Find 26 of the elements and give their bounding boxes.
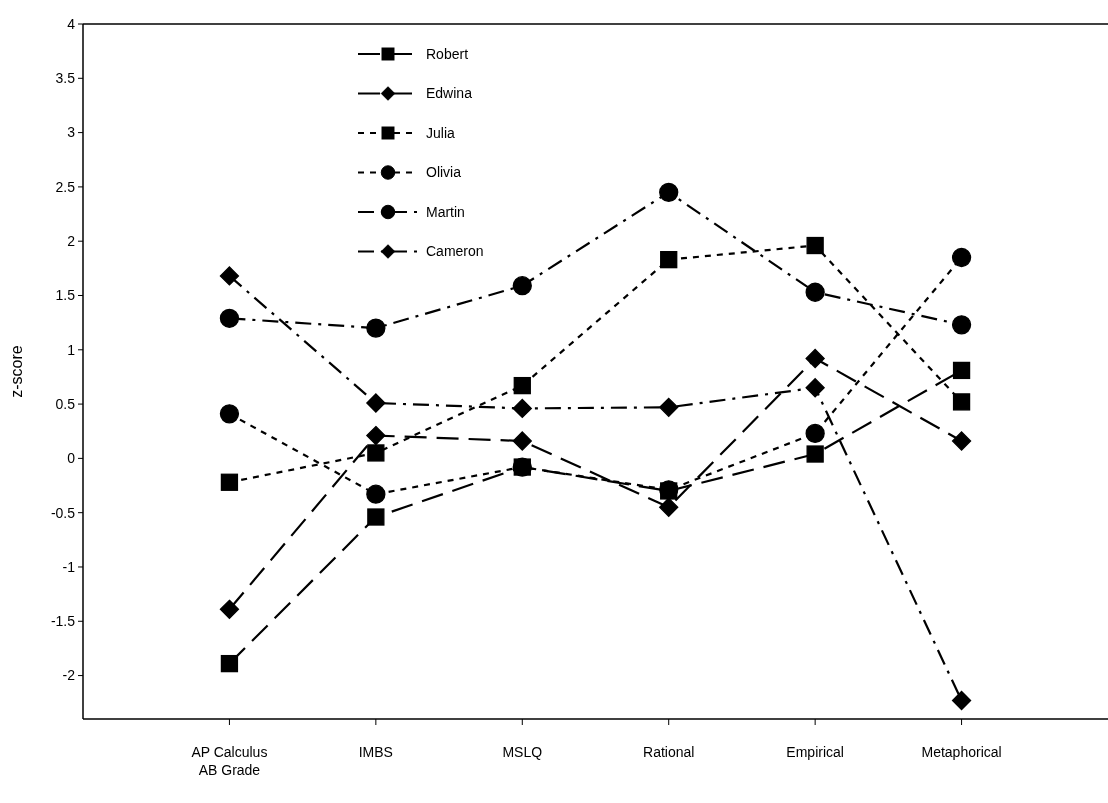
y-tick-label: -2	[62, 667, 76, 684]
y-tick-label: 0	[67, 450, 76, 467]
y-axis-title: z-score	[8, 345, 25, 398]
legend-label: Robert	[426, 45, 469, 62]
y-tick-label: 3.5	[55, 70, 76, 87]
x-tick-label: IMBS	[358, 744, 393, 760]
y-tick-label: -1.5	[50, 613, 76, 630]
y-tick-label: 1	[67, 341, 76, 358]
x-tick-label: Empirical	[786, 744, 844, 760]
y-tick-label: 3	[67, 124, 76, 141]
legend-label: Olivia	[426, 164, 462, 181]
x-tick-label: Rational	[643, 744, 695, 760]
y-tick-label: 2.5	[55, 178, 76, 195]
y-tick-label: 2	[67, 233, 76, 250]
y-tick-label: 4	[67, 15, 76, 32]
x-tick-label: AP Calculus AB Grade	[191, 744, 268, 778]
x-tick-label: MSLQ	[502, 744, 543, 760]
legend-label: Martin	[426, 203, 465, 220]
x-tick-label: Metaphorical	[921, 744, 1002, 760]
y-tick-label: -1	[62, 558, 76, 575]
y-tick-label: -0.5	[50, 504, 76, 521]
legend-label: Julia	[426, 124, 456, 141]
y-tick-label: 1.5	[55, 287, 76, 304]
legend-label: Cameron	[426, 243, 484, 260]
legend-label: Edwina	[426, 85, 473, 102]
y-tick-label: 0.5	[55, 395, 76, 412]
